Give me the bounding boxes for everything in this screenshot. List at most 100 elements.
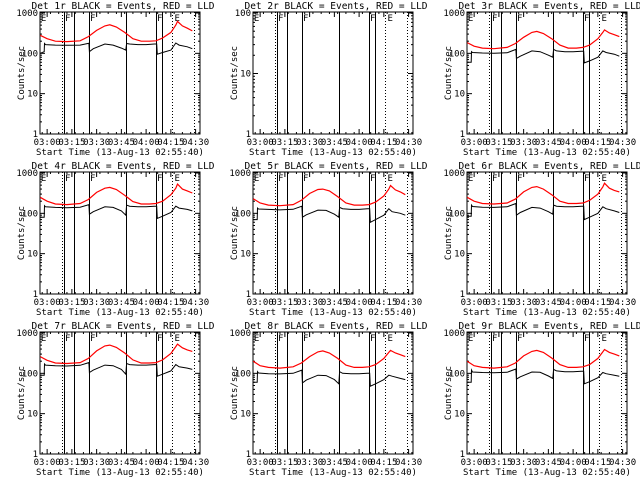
marker-label: F (517, 14, 522, 24)
events-series-line (467, 202, 620, 221)
y-tick-label: 1000 (443, 169, 465, 179)
x-tick-label: 04:15 (157, 458, 184, 468)
x-tick-label: 03:00 (34, 138, 61, 148)
y-tick-label: 100 (235, 209, 251, 219)
x-tick-label: 03:30 (510, 458, 537, 468)
marker-label: F (492, 174, 497, 184)
y-tick-label: 10 (27, 250, 38, 260)
x-tick-label: 03:30 (83, 458, 110, 468)
marker-label: F (584, 14, 589, 24)
x-tick-label: 03:15 (58, 298, 85, 308)
marker-label: F (278, 174, 283, 184)
marker-label: F (157, 334, 162, 344)
y-tick-label: 1 (33, 450, 38, 460)
x-axis-label: Start Time (13-Aug-13 02:55:40) (463, 308, 631, 318)
panel-title: Det 8r BLACK = Events, RED = LLD (244, 321, 427, 332)
y-tick-label: 10 (454, 250, 465, 260)
panel-title: Det 7r BLACK = Events, RED = LLD (31, 321, 214, 332)
x-tick-label: 03:15 (271, 458, 298, 468)
marker-label: F (303, 14, 308, 24)
marker-label: E (174, 14, 179, 24)
panel-title: Det 3r BLACK = Events, RED = LLD (458, 1, 640, 12)
x-tick-label: 03:45 (535, 298, 562, 308)
x-tick-label: 03:30 (296, 298, 323, 308)
panel-det-7: Det 7r BLACK = Events, RED = LLD 1 10 100 10… (16, 321, 214, 478)
panel-det-3: Det 3r BLACK = Events, RED = LLD 1 10 100 10… (443, 1, 640, 158)
panel-title: Det 4r BLACK = Events, RED = LLD (31, 161, 214, 172)
x-tick-label: 04:00 (133, 298, 160, 308)
x-tick-label: 04:00 (560, 458, 587, 468)
y-axis-label: Counts/sec (230, 366, 240, 420)
panel-title: Det 6r BLACK = Events, RED = LLD (458, 161, 640, 172)
x-axis-label: Start Time (13-Aug-13 02:55:40) (36, 148, 204, 158)
y-axis-label: Counts/sec (17, 366, 27, 420)
x-tick-label: 03:15 (271, 298, 298, 308)
x-tick-label: 04:00 (560, 138, 587, 148)
plot-frame (39, 171, 201, 295)
x-tick-label: 03:30 (510, 298, 537, 308)
x-tick-label: 04:30 (609, 138, 636, 148)
events-series-line (253, 205, 406, 224)
y-tick-label: 1 (246, 130, 251, 140)
marker-label: E (254, 174, 259, 184)
y-axis-label: Counts/sec (230, 46, 240, 100)
y-tick-label: 100 (22, 49, 38, 59)
y-tick-label: 1000 (443, 329, 465, 339)
marker-label: F (492, 334, 497, 344)
x-tick-label: 04:00 (133, 458, 160, 468)
y-axis-label: Counts/sec (17, 46, 27, 100)
x-tick-label: 03:45 (535, 138, 562, 148)
y-tick-label: 1000 (16, 169, 38, 179)
x-tick-label: 03:15 (485, 138, 512, 148)
y-tick-label: 1000 (229, 169, 251, 179)
x-tick-label: 03:00 (247, 298, 274, 308)
marker-label: E (41, 174, 46, 184)
marker-label: F (278, 14, 283, 24)
x-tick-label: 03:00 (34, 458, 61, 468)
marker-label: F (157, 14, 162, 24)
x-tick-label: 03:30 (510, 138, 537, 148)
x-tick-label: 04:15 (584, 298, 611, 308)
x-tick-label: 04:30 (609, 458, 636, 468)
y-tick-label: 10 (27, 90, 38, 100)
x-tick-label: 03:00 (247, 458, 274, 468)
x-tick-label: 03:45 (321, 458, 348, 468)
marker-label: E (601, 14, 606, 24)
y-tick-label: 10 (240, 70, 251, 80)
y-tick-label: 1000 (16, 9, 38, 19)
plot-frame (466, 171, 628, 295)
y-tick-label: 1 (33, 130, 38, 140)
panel-det-8: Det 8r BLACK = Events, RED = LLD 1 10 100 10… (229, 321, 427, 478)
y-tick-label: 1 (460, 450, 465, 460)
lld-series-line (252, 349, 406, 369)
y-tick-label: 10 (454, 410, 465, 420)
marker-label: F (303, 174, 308, 184)
lld-series-line (39, 343, 193, 365)
x-tick-label: 03:30 (83, 298, 110, 308)
x-tick-label: 03:00 (461, 458, 488, 468)
marker-label: F (370, 334, 375, 344)
marker-label: E (41, 334, 46, 344)
x-tick-label: 04:00 (560, 298, 587, 308)
marker-label: E (174, 334, 179, 344)
x-tick-label: 03:45 (535, 458, 562, 468)
y-tick-label: 1 (246, 450, 251, 460)
panel-title: Det 2r BLACK = Events, RED = LLD (244, 1, 427, 12)
marker-label: F (90, 174, 95, 184)
x-axis-label: Start Time (13-Aug-13 02:55:40) (249, 148, 417, 158)
x-tick-label: 04:00 (133, 138, 160, 148)
x-tick-label: 03:15 (485, 458, 512, 468)
marker-label: F (157, 174, 162, 184)
lld-series-line (252, 184, 406, 207)
panel-title: Det 5r BLACK = Events, RED = LLD (244, 161, 427, 172)
marker-label: E (387, 174, 392, 184)
marker-label: E (174, 174, 179, 184)
panel-title: Det 9r BLACK = Events, RED = LLD (458, 321, 640, 332)
events-series-line (467, 48, 620, 64)
marker-label: E (41, 14, 46, 24)
x-axis-label: Start Time (13-Aug-13 02:55:40) (463, 148, 631, 158)
panel-det-4: Det 4r BLACK = Events, RED = LLD 1 10 100 10… (16, 161, 214, 318)
x-tick-label: 04:15 (370, 298, 397, 308)
y-axis-label: Counts/sec (444, 46, 454, 100)
y-tick-label: 100 (235, 9, 251, 19)
